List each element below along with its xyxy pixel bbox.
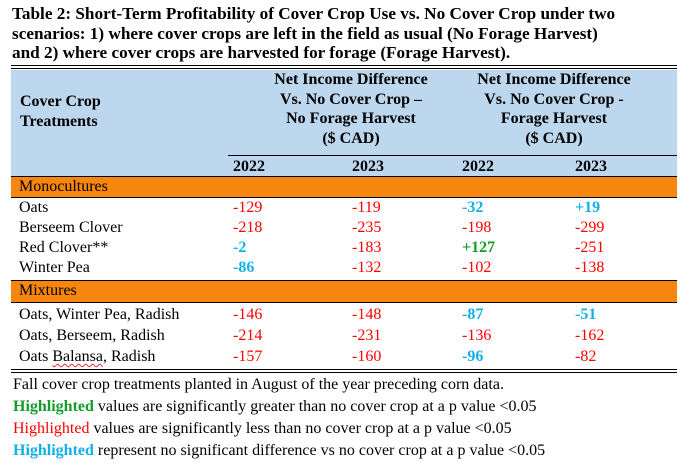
legend-keyword-green: Highlighted — [13, 398, 94, 415]
treatment-name: Red Clover** — [19, 239, 109, 256]
value-cell: -102 — [462, 259, 492, 276]
value-cell: -235 — [352, 219, 382, 236]
value-cell: -138 — [575, 259, 605, 276]
title-line: Table 2: Short-Term Profitability of Cov… — [12, 4, 616, 23]
header-no-forage-harvest: Net Income Difference Vs. No Cover Crop … — [241, 70, 461, 148]
value-cell: -148 — [352, 306, 382, 323]
legend-no-difference: Highlighted represent no significant dif… — [13, 440, 545, 462]
value-cell: -132 — [352, 259, 382, 276]
value-cell: -82 — [575, 348, 597, 365]
value-cell: -231 — [352, 327, 382, 344]
year-header: 2022 — [462, 158, 494, 175]
value-cell: -162 — [575, 327, 605, 344]
treatment-name: Berseem Clover — [19, 219, 123, 236]
header-bottom-border — [11, 176, 677, 177]
header-text: Vs. No Cover Crop – — [279, 90, 423, 108]
legend-text: represent no significant difference vs n… — [93, 442, 546, 459]
value-cell: -251 — [575, 239, 605, 256]
header-text: Forage Harvest — [500, 110, 608, 127]
legend-less: Highlighted values are significantly les… — [13, 418, 545, 440]
title-line: scenarios: 1) where cover crops are left… — [12, 23, 598, 43]
year-header: 2022 — [233, 158, 265, 175]
legend-text: values are significantly greater than no… — [93, 398, 537, 415]
table-header: Cover Crop Treatments Net Income Differe… — [11, 70, 677, 176]
section-label: Monocultures — [19, 178, 108, 195]
value-cell: -96 — [462, 348, 484, 365]
value-cell: -214 — [233, 327, 263, 344]
year-header: 2023 — [575, 158, 607, 175]
treatment-name: Oats Balansa, Radish — [19, 347, 155, 367]
header-text: Cover Crop — [20, 93, 101, 110]
value-cell: -32 — [462, 199, 484, 216]
value-cell: -183 — [352, 239, 382, 256]
table-row: Red Clover** -2 -183 +127 -251 — [11, 238, 677, 258]
legend-text: values are significantly less than no co… — [89, 420, 512, 437]
legend-keyword-red: Highlighted — [13, 420, 90, 437]
header-forage-harvest: Net Income Difference Vs. No Cover Crop … — [444, 70, 664, 148]
section-label: Mixtures — [19, 282, 77, 299]
header-treatments: Cover Crop Treatments — [20, 92, 101, 131]
treatment-name-part: , Radish — [102, 348, 156, 365]
table-row: Berseem Clover -218 -235 -198 -299 — [11, 218, 677, 238]
table-row: Oats, Winter Pea, Radish -146 -148 -87 -… — [11, 305, 677, 325]
value-cell: -86 — [233, 259, 255, 276]
header-text: ($ CAD) — [525, 129, 583, 147]
footnote-planting: Fall cover crop treatments planted in Au… — [13, 376, 504, 393]
table-bottom-border — [11, 369, 677, 370]
value-cell: -198 — [462, 219, 492, 236]
value-cell: -160 — [352, 348, 382, 365]
value-cell: -146 — [233, 306, 263, 323]
value-cell: +127 — [462, 239, 496, 256]
section-border — [11, 302, 677, 303]
treatment-name-part: Oats — [19, 348, 53, 365]
value-cell: -87 — [462, 306, 484, 323]
spellcheck-underlined-word: Balansa — [52, 348, 103, 365]
table-top-border — [11, 68, 677, 69]
header-underline — [228, 155, 677, 156]
title-line: and 2) where cover crops are harvested f… — [12, 43, 511, 62]
section-row-monocultures: Monocultures — [11, 177, 677, 197]
legend-keyword-blue: Highlighted — [13, 442, 94, 459]
value-cell: -129 — [233, 199, 263, 216]
legend-greater: Highlighted values are significantly gre… — [13, 396, 545, 418]
treatment-name: Oats, Winter Pea, Radish — [19, 306, 180, 323]
treatment-name: Oats, Berseem, Radish — [19, 327, 165, 344]
header-text: Net Income Difference — [274, 71, 428, 88]
treatment-name: Winter Pea — [19, 259, 90, 276]
year-header: 2023 — [352, 158, 384, 175]
table-top-border — [11, 65, 677, 66]
table-row: Winter Pea -86 -132 -102 -138 — [11, 258, 677, 278]
value-cell: -2 — [233, 239, 247, 256]
value-cell: -299 — [575, 219, 605, 236]
value-cell: -136 — [462, 327, 492, 344]
table-row: Oats -129 -119 -32 +19 — [11, 198, 677, 218]
section-border — [11, 197, 677, 198]
value-cell: -51 — [575, 306, 597, 323]
header-text: Net Income Difference — [477, 71, 631, 88]
value-cell: -157 — [233, 348, 263, 365]
header-text: Vs. No Cover Crop - — [484, 90, 624, 108]
table-row: Oats Balansa, Radish -157 -160 -96 -82 — [11, 347, 677, 367]
table-row: Oats, Berseem, Radish -214 -231 -136 -16… — [11, 326, 677, 346]
section-border — [11, 280, 677, 281]
header-text: No Forage Harvest — [286, 110, 416, 127]
table-bottom-border — [11, 372, 677, 373]
table-footnotes: Fall cover crop treatments planted in Au… — [13, 374, 545, 462]
value-cell: +19 — [575, 199, 601, 216]
table-title: Table 2: Short-Term Profitability of Cov… — [12, 4, 682, 63]
treatment-name: Oats — [19, 199, 49, 216]
section-row-mixtures: Mixtures — [11, 281, 677, 302]
value-cell: -218 — [233, 219, 263, 236]
header-text: ($ CAD) — [322, 129, 380, 147]
header-text: Treatments — [20, 112, 98, 130]
value-cell: -119 — [352, 199, 381, 216]
